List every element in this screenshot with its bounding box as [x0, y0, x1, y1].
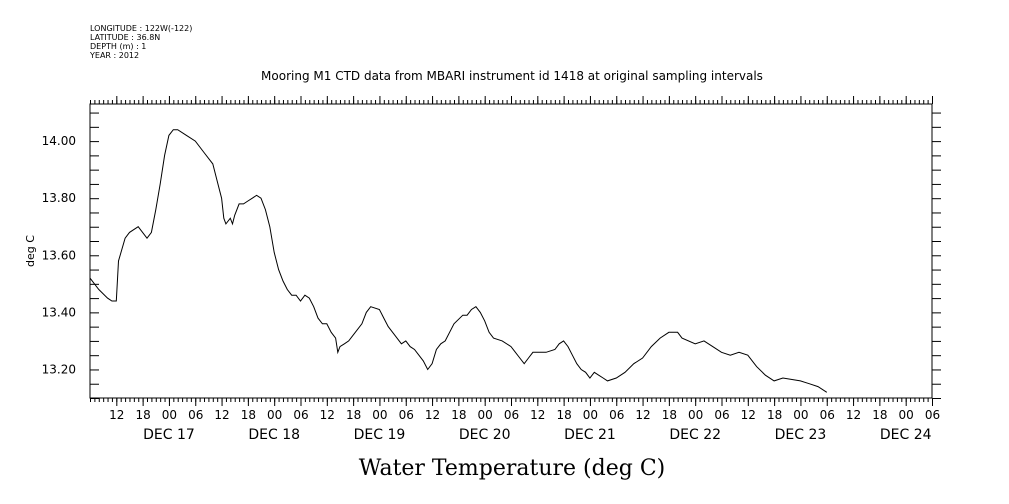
year-label: YEAR : 2012: [89, 51, 139, 60]
x-tick-label: 18: [241, 408, 256, 422]
day-label: DEC 21: [564, 427, 616, 443]
plot-frame: [89, 103, 933, 399]
x-tick-label: 12: [214, 408, 229, 422]
y-tick-label: 13.20: [42, 362, 76, 376]
day-label: DEC 23: [775, 427, 827, 443]
day-label: DEC 17: [143, 427, 195, 443]
day-label: DEC 20: [459, 427, 511, 443]
x-tick-label: 00: [688, 408, 703, 422]
x-tick-label: 06: [609, 408, 624, 422]
x-tick-label: 18: [451, 408, 466, 422]
x-tick-label: 00: [583, 408, 598, 422]
x-tick-label: 00: [478, 408, 493, 422]
day-label: DEC 19: [354, 427, 406, 443]
x-tick-label: 06: [399, 408, 414, 422]
x-axis-label: Water Temperature (deg C): [359, 456, 666, 481]
x-tick-label: 12: [635, 408, 650, 422]
depth-label: DEPTH (m) : 1: [90, 42, 146, 51]
x-tick-label: 06: [925, 408, 940, 422]
y-ticks: [90, 112, 941, 399]
x-tick-label: 06: [714, 408, 729, 422]
latitude-label: LATITUDE : 36.8N: [90, 33, 160, 42]
day-label: DEC 18: [248, 427, 300, 443]
day-label: DEC 22: [669, 427, 721, 443]
x-tick-label: 06: [820, 408, 835, 422]
temperature-series-line: [89, 129, 828, 393]
x-tick-label: 12: [425, 408, 440, 422]
x-tick-label: 06: [504, 408, 519, 422]
x-tick-label: 18: [662, 408, 677, 422]
day-label: DEC 24: [880, 427, 932, 443]
x-tick-label: 18: [135, 408, 150, 422]
x-tick-label: 18: [556, 408, 571, 422]
x-tick-label: 00: [793, 408, 808, 422]
y-tick-label: 13.80: [42, 191, 76, 205]
x-tick-label: 12: [741, 408, 756, 422]
day-labels: DEC 17 DEC 18 DEC 19 DEC 20 DEC 21 DEC 22 DEC …: [143, 427, 932, 443]
chart-title: Mooring M1 CTD data from MBARI instrumen…: [261, 69, 763, 83]
x-tick-label: 12: [530, 408, 545, 422]
x-tick-labels: 12 18 00 06 12 18 00 06 12 18 00 06 12 18 00 06 12 18 00 06…: [109, 408, 940, 422]
x-tick-label: 12: [109, 408, 124, 422]
longitude-label: LONGITUDE : 122W(-122): [90, 24, 192, 33]
y-tick-labels: 13.20 13.40 13.60 13.80 14.00: [42, 134, 76, 376]
x-tick-label: 12: [846, 408, 861, 422]
x-major-ticks: [116, 96, 933, 406]
x-tick-label: 00: [267, 408, 282, 422]
y-tick-label: 13.60: [42, 248, 76, 262]
x-tick-label: 06: [188, 408, 203, 422]
y-tick-label: 14.00: [42, 134, 76, 148]
y-axis-label: deg C: [24, 235, 37, 267]
x-tick-label: 12: [320, 408, 335, 422]
y-tick-label: 13.40: [42, 305, 76, 319]
x-tick-label: 00: [162, 408, 177, 422]
x-tick-label: 00: [899, 408, 914, 422]
x-minor-ticks: [90, 100, 933, 402]
x-tick-label: 18: [767, 408, 782, 422]
x-tick-label: 18: [872, 408, 887, 422]
x-tick-label: 00: [372, 408, 387, 422]
x-tick-label: 06: [293, 408, 308, 422]
x-tick-label: 18: [346, 408, 361, 422]
